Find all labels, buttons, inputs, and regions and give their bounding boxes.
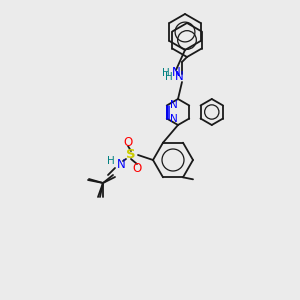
Text: H: H (162, 68, 170, 78)
Text: O: O (123, 136, 133, 148)
Text: N: N (117, 158, 125, 170)
Text: N: N (170, 113, 178, 124)
Text: H: H (165, 72, 173, 82)
Text: O: O (132, 163, 142, 176)
Text: H: H (107, 156, 115, 166)
Text: S: S (126, 148, 136, 161)
Text: N: N (175, 70, 183, 83)
Text: N: N (170, 100, 178, 110)
Text: N: N (172, 67, 180, 80)
